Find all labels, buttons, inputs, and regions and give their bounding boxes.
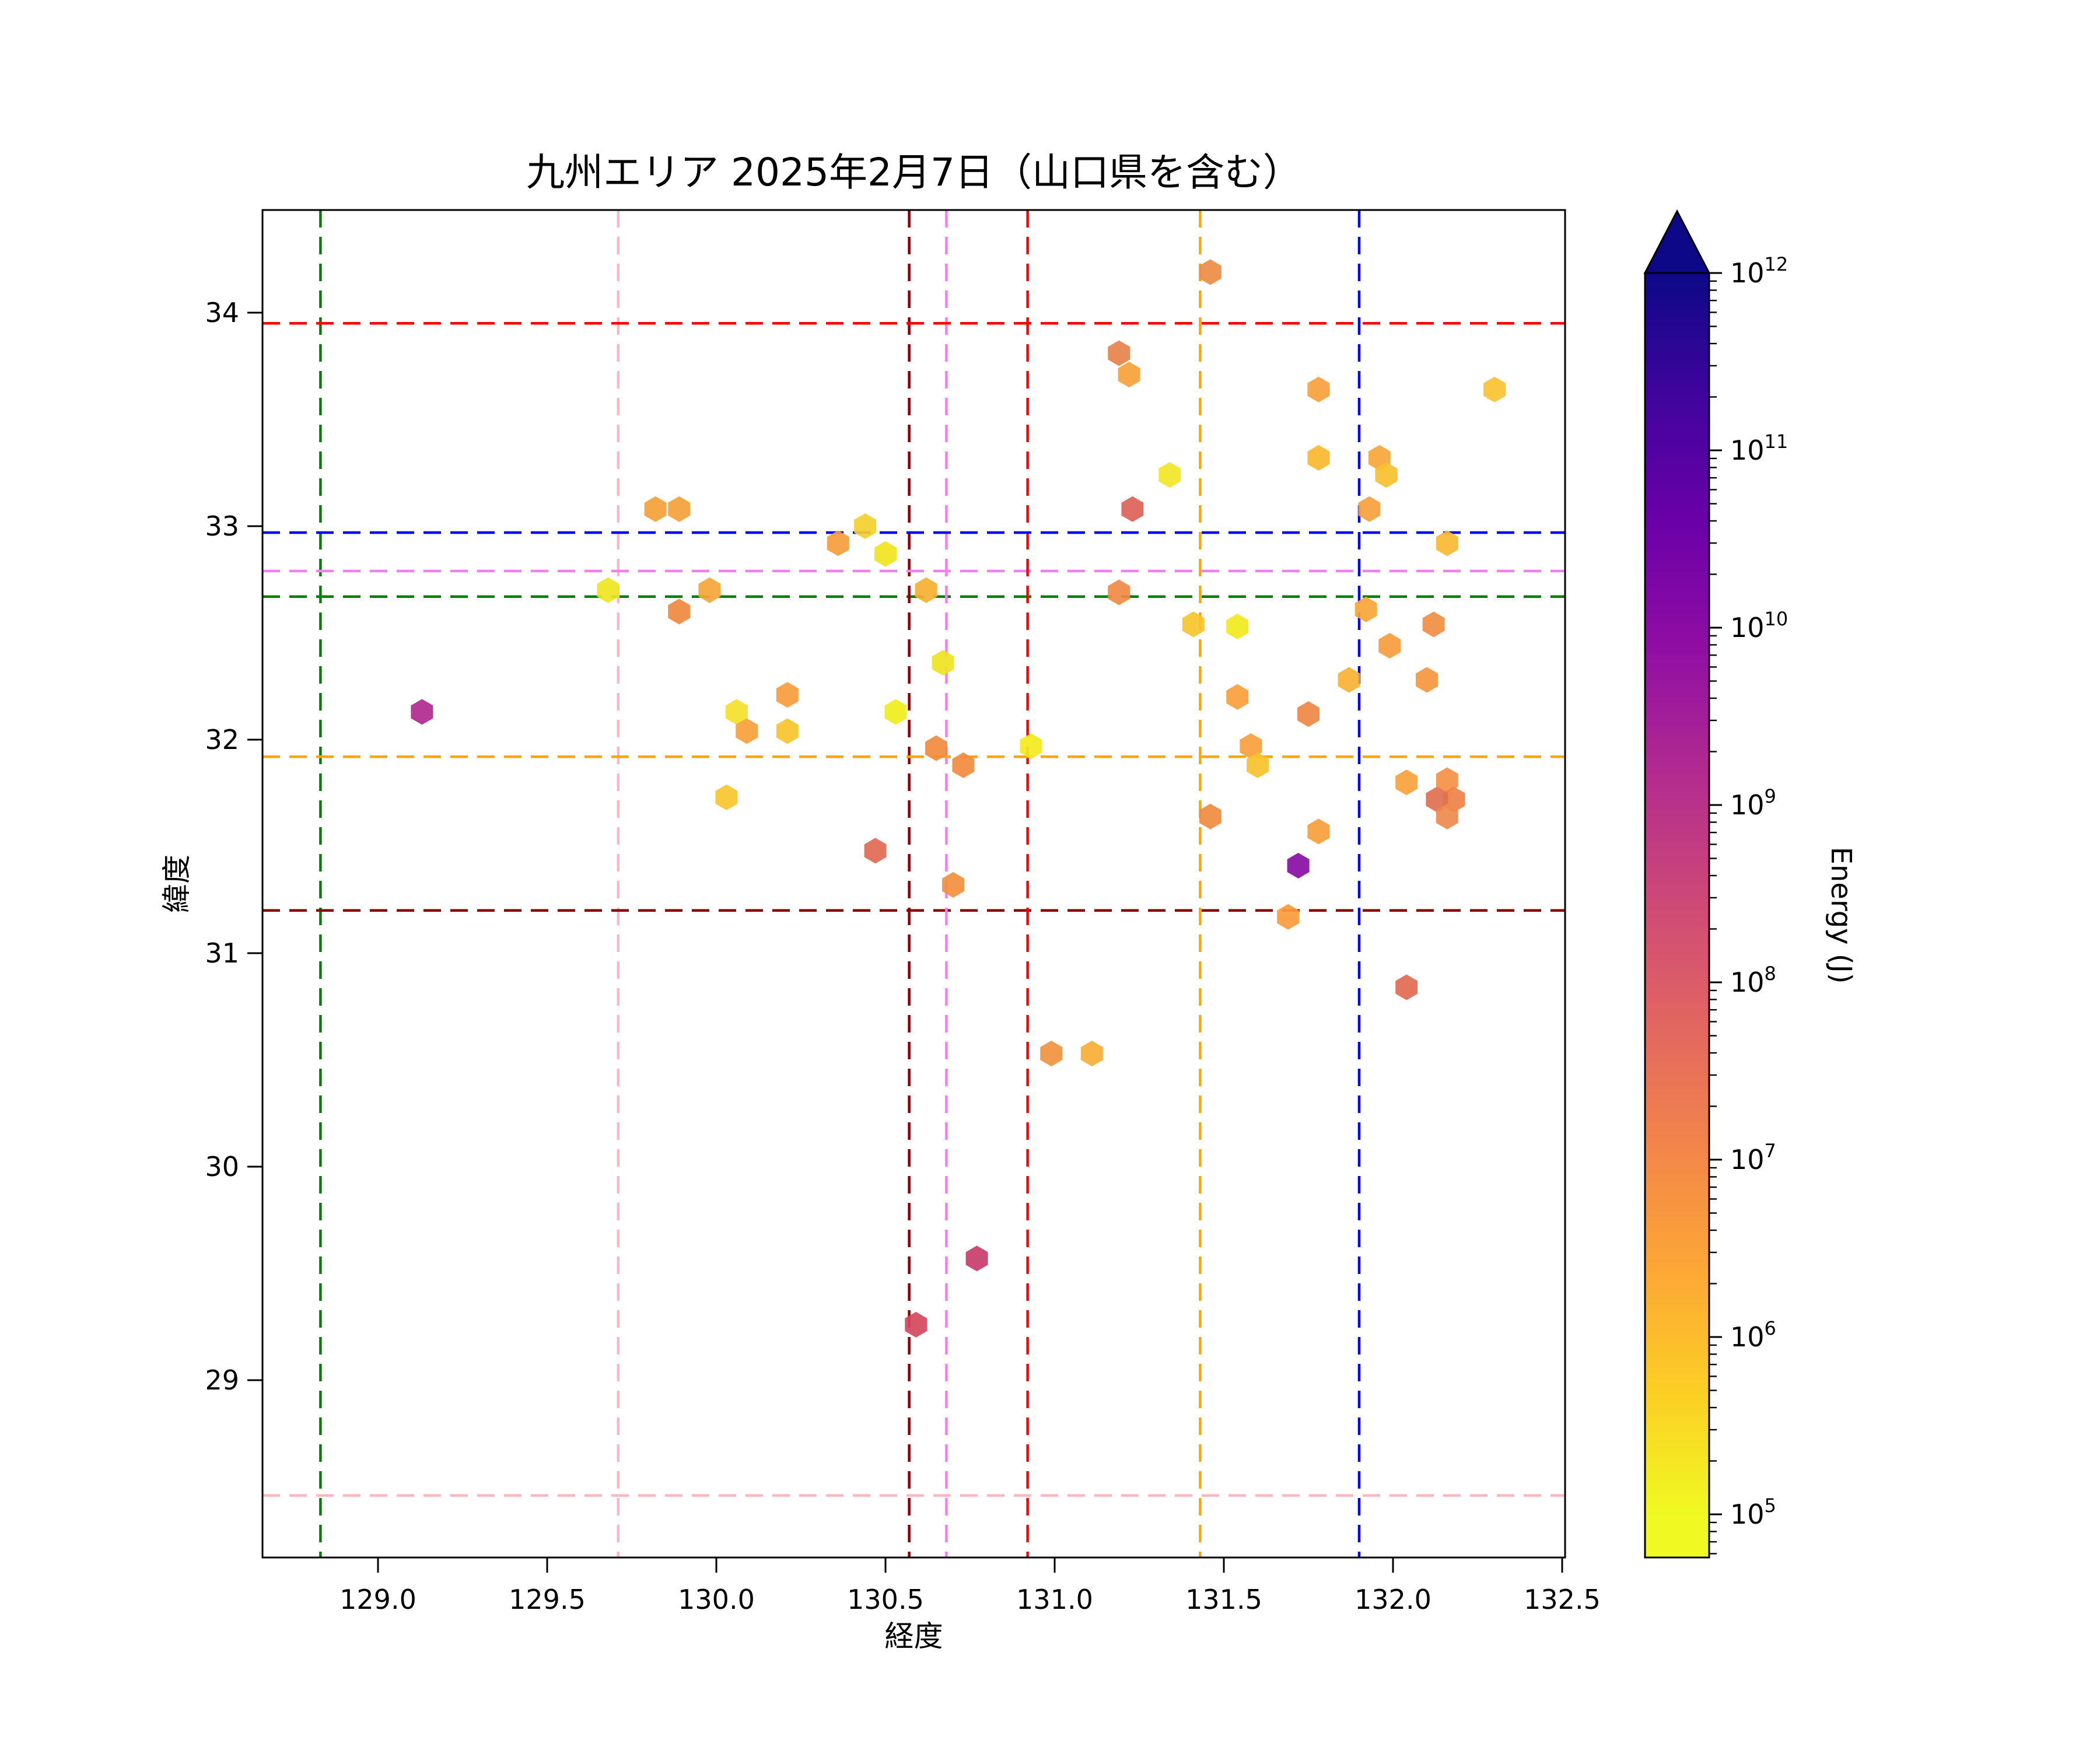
colorbar-tick-label: 106 (1730, 1317, 1776, 1353)
data-point (905, 1311, 928, 1338)
data-point (776, 718, 799, 744)
data-point (1297, 701, 1320, 727)
data-point (1020, 733, 1042, 759)
data-point (1436, 803, 1458, 830)
data-point (698, 577, 721, 603)
data-point (1158, 462, 1181, 488)
data-point (965, 1245, 988, 1272)
y-tick-label: 33 (205, 510, 239, 542)
data-point (1226, 684, 1249, 710)
data-point (668, 496, 691, 522)
data-point (1436, 767, 1458, 793)
data-point (932, 650, 954, 676)
data-point (736, 718, 758, 744)
colorbar-tick-label: 108 (1730, 963, 1776, 998)
data-point (864, 838, 887, 864)
data-point (1040, 1041, 1063, 1067)
colorbar-tick-label: 107 (1730, 1140, 1776, 1175)
x-tick-label: 131.0 (1016, 1584, 1093, 1615)
x-tick-label: 131.5 (1185, 1584, 1262, 1615)
data-point (874, 541, 897, 567)
y-axis-label: 緯度 (160, 855, 194, 913)
colorbar-tick-label: 105 (1730, 1494, 1776, 1530)
data-point (1395, 974, 1418, 1000)
data-point (1287, 852, 1310, 878)
x-tick-label: 130.0 (678, 1584, 755, 1615)
y-tick-label: 29 (205, 1364, 239, 1396)
colorbar-label: Energy (J) (1825, 847, 1857, 984)
x-tick-label: 132.5 (1524, 1584, 1601, 1615)
x-tick-label: 129.0 (340, 1584, 416, 1615)
data-point (942, 872, 964, 898)
data-point (1277, 904, 1300, 930)
data-point (1436, 530, 1458, 556)
data-point (1307, 818, 1330, 845)
data-point (1080, 1041, 1103, 1067)
colorbar (1644, 272, 1710, 1559)
data-point (1354, 596, 1377, 622)
data-point (1483, 376, 1506, 402)
data-point (715, 784, 738, 810)
x-tick-label: 132.0 (1354, 1584, 1432, 1615)
x-tick-label: 130.5 (847, 1584, 924, 1615)
data-point (1240, 733, 1262, 759)
data-point (1416, 667, 1438, 693)
data-point (1118, 362, 1140, 388)
x-tick-label: 129.5 (509, 1584, 586, 1615)
data-point (1358, 496, 1381, 522)
chart-title: 九州エリア 2025年2月7日（山口県を含む） (526, 150, 1301, 195)
data-point (776, 682, 799, 708)
colorbar-tick-label: 1012 (1730, 253, 1788, 289)
data-point (1338, 667, 1360, 693)
data-point (411, 699, 433, 725)
data-point (1226, 614, 1249, 640)
data-point (668, 598, 691, 625)
colorbar-extend-arrow (1643, 209, 1711, 274)
data-point (952, 752, 975, 778)
data-point (925, 735, 947, 761)
data-point (915, 577, 937, 603)
data-point (1426, 786, 1448, 813)
data-point (725, 699, 748, 725)
data-point (1121, 496, 1144, 522)
data-point (1422, 611, 1445, 638)
colorbar-tick-label: 1011 (1730, 430, 1788, 466)
y-tick-label: 30 (205, 1151, 239, 1182)
colorbar-tick-label: 109 (1730, 785, 1776, 821)
data-point (1375, 462, 1398, 488)
data-point (1307, 444, 1330, 471)
data-point (1378, 632, 1401, 659)
y-tick-label: 32 (205, 724, 239, 755)
y-tick-label: 31 (205, 937, 239, 969)
data-point (1307, 376, 1330, 402)
colorbar-tick-label: 1010 (1730, 608, 1788, 643)
data-point (1247, 752, 1269, 778)
data-point (1199, 803, 1222, 830)
data-point (854, 513, 877, 539)
data-point (597, 577, 620, 603)
plot-frame (261, 209, 1566, 1559)
data-point (1108, 340, 1130, 366)
data-point (1395, 769, 1418, 796)
data-point (884, 699, 907, 725)
x-axis-label: 経度 (885, 1619, 943, 1653)
data-point (827, 530, 849, 556)
data-point (1182, 611, 1205, 638)
data-point (1199, 259, 1222, 285)
y-tick-label: 34 (205, 297, 239, 328)
data-point (1108, 579, 1130, 606)
data-point (644, 496, 667, 522)
